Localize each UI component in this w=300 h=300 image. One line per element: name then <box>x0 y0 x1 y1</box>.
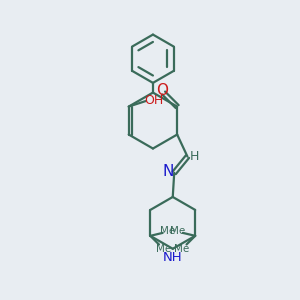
Text: O: O <box>156 82 168 98</box>
Text: Me: Me <box>175 244 190 254</box>
Text: Me: Me <box>156 244 171 254</box>
Text: Me: Me <box>170 226 185 236</box>
Text: N: N <box>162 164 173 179</box>
Text: OH: OH <box>144 94 164 107</box>
Text: Me: Me <box>160 226 175 236</box>
Text: NH: NH <box>163 250 183 263</box>
Text: H: H <box>189 150 199 163</box>
